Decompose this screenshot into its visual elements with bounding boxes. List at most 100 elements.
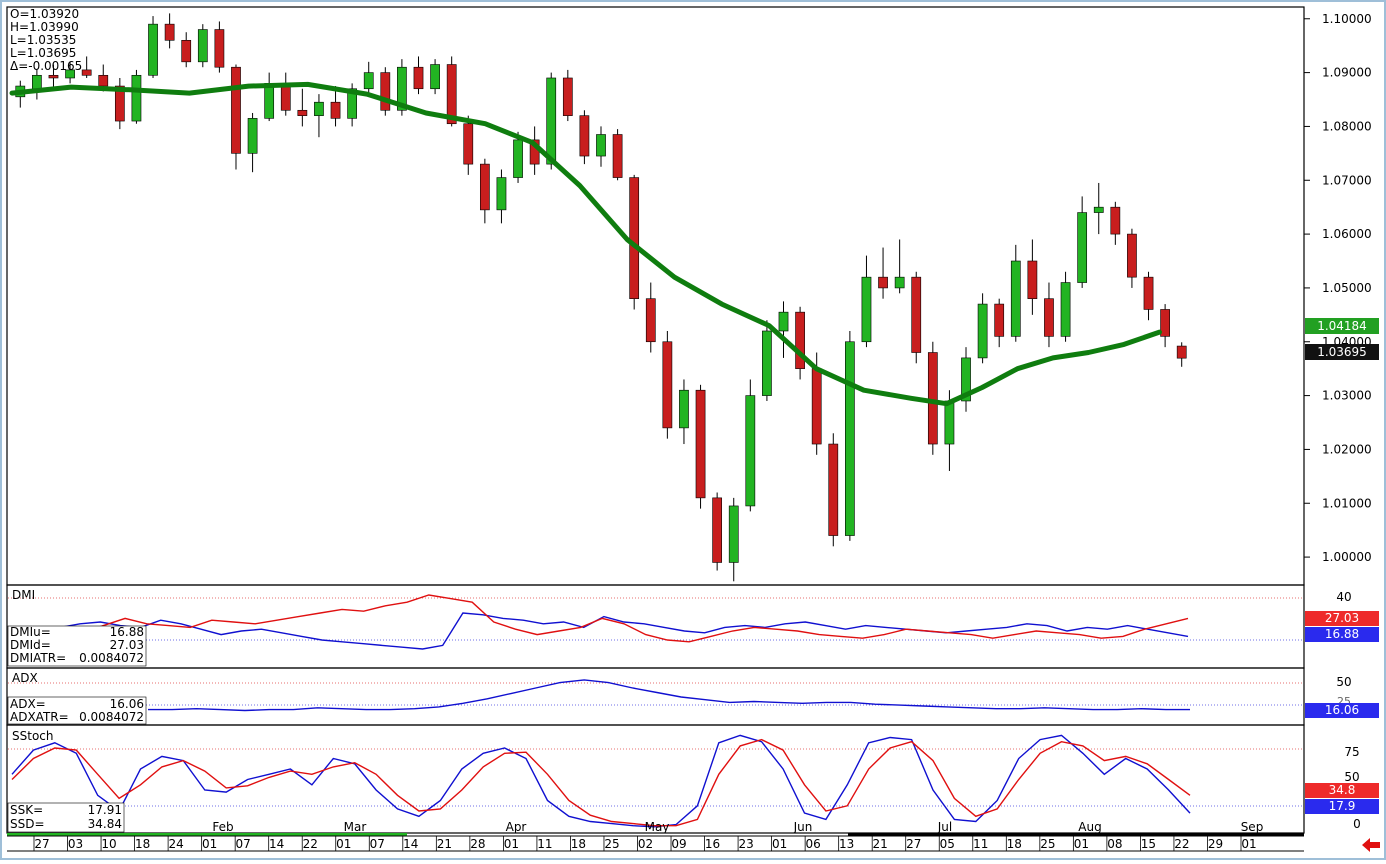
month-label: Jun bbox=[793, 820, 813, 834]
candle bbox=[546, 72, 557, 170]
scroll-left-arrow-icon[interactable] bbox=[1362, 838, 1380, 852]
candle bbox=[579, 110, 590, 165]
svg-text:16.88: 16.88 bbox=[110, 625, 144, 639]
candle-body bbox=[98, 74, 109, 87]
candle bbox=[496, 169, 507, 224]
ssk-badge-bg bbox=[1305, 783, 1379, 798]
candle bbox=[1160, 304, 1170, 348]
dmi-readout: DMIu= 16.88 DMId= 27.03 DMIATR= 0.008407… bbox=[10, 625, 144, 665]
candle bbox=[1044, 282, 1054, 348]
day-label: 23 bbox=[738, 837, 753, 851]
candle-body bbox=[878, 276, 888, 289]
dmi-plus-badge-bg bbox=[1305, 611, 1379, 626]
candle-body bbox=[330, 101, 341, 119]
svg-text:ADXATR=: ADXATR= bbox=[10, 710, 69, 724]
svg-text:SSK=: SSK= bbox=[10, 803, 43, 817]
dmi-lines bbox=[59, 594, 1189, 650]
candle-body bbox=[314, 101, 324, 116]
candle-body bbox=[297, 109, 308, 116]
candle-body bbox=[413, 66, 424, 90]
last-price-badge: 1.03695 bbox=[1317, 345, 1367, 359]
candle-body bbox=[944, 400, 955, 445]
adx-scale-50: 50 bbox=[1336, 675, 1351, 689]
candle-body bbox=[164, 23, 175, 41]
month-label: Sep bbox=[1241, 820, 1264, 834]
price-tick-label: 1.09000 bbox=[1322, 66, 1372, 80]
candle-body bbox=[1127, 233, 1137, 278]
candles bbox=[15, 13, 1187, 582]
candle-body bbox=[977, 303, 988, 359]
candle bbox=[927, 341, 938, 455]
day-label: 14 bbox=[269, 837, 284, 851]
candle-body bbox=[1143, 276, 1154, 310]
dmi-minus-badge: 16.88 bbox=[1325, 627, 1359, 641]
series-line-0 bbox=[11, 734, 1191, 828]
candle-body bbox=[397, 66, 407, 111]
candle-body bbox=[629, 177, 640, 299]
candle-body bbox=[596, 134, 606, 157]
candle-body bbox=[762, 330, 772, 396]
candle-body bbox=[994, 303, 1005, 337]
dmi-scale-label: 40 bbox=[1336, 590, 1351, 604]
candle-body bbox=[347, 88, 357, 119]
series-line-0 bbox=[148, 679, 1190, 712]
month-label: Aug bbox=[1078, 820, 1101, 834]
ssd-badge: 17.9 bbox=[1329, 799, 1356, 813]
candle bbox=[48, 64, 59, 89]
candle bbox=[1127, 228, 1137, 288]
svg-text:DMId=: DMId= bbox=[10, 638, 51, 652]
candle-body bbox=[65, 69, 75, 79]
day-label: 13 bbox=[839, 837, 854, 851]
ohlc-high: H=1.03990 bbox=[10, 20, 79, 34]
day-label: 29 bbox=[1208, 837, 1223, 851]
candle-body bbox=[81, 69, 92, 76]
day-label: 02 bbox=[638, 837, 653, 851]
month-label: Feb bbox=[212, 820, 233, 834]
price-tick-label: 1.05000 bbox=[1322, 281, 1372, 295]
day-label: 01 bbox=[336, 837, 351, 851]
month-label: May bbox=[645, 820, 670, 834]
candle-body bbox=[961, 357, 971, 402]
ohlc-low: L=1.03535 bbox=[10, 33, 76, 47]
candle bbox=[231, 64, 241, 170]
candle-body bbox=[894, 276, 905, 289]
candle bbox=[695, 384, 706, 509]
svg-text:34.84: 34.84 bbox=[88, 817, 122, 831]
candle-body bbox=[795, 311, 805, 369]
candle-body bbox=[546, 77, 557, 165]
candle bbox=[513, 131, 523, 183]
candle-body bbox=[1110, 206, 1121, 235]
ssk-badge: 34.8 bbox=[1329, 783, 1356, 797]
candle bbox=[330, 86, 341, 127]
candle bbox=[845, 330, 855, 541]
candle-body bbox=[446, 64, 457, 125]
price-tick-label: 1.00000 bbox=[1322, 550, 1372, 564]
day-label: 16 bbox=[705, 837, 720, 851]
candle bbox=[1027, 239, 1038, 315]
candle bbox=[1093, 182, 1104, 235]
candle-body bbox=[911, 276, 922, 353]
time-scroll-green[interactable] bbox=[7, 833, 407, 836]
date-axis: Feb Mar Apr May Jun Jul Aug Sep 27 03 10 18 24 01 07 14… bbox=[33, 820, 1264, 851]
candle-body bbox=[32, 74, 42, 90]
series-line-0 bbox=[59, 612, 1189, 650]
candle-body bbox=[380, 72, 391, 111]
time-scroll-black[interactable] bbox=[848, 833, 1304, 836]
candle bbox=[596, 126, 606, 167]
day-label: 24 bbox=[168, 837, 183, 851]
candle bbox=[762, 320, 772, 401]
candle bbox=[114, 77, 125, 130]
candle bbox=[181, 32, 192, 68]
candle-body bbox=[1027, 260, 1038, 299]
candle-body bbox=[231, 66, 241, 154]
candle bbox=[795, 306, 805, 380]
day-label: 21 bbox=[437, 837, 452, 851]
day-label: 18 bbox=[135, 837, 150, 851]
candle-body bbox=[513, 139, 523, 178]
price-tick-label: 1.08000 bbox=[1322, 119, 1372, 133]
candle bbox=[297, 88, 308, 127]
candle bbox=[463, 115, 474, 175]
sstoch-scale-0: 0 bbox=[1353, 817, 1361, 831]
sstoch-scale-75: 75 bbox=[1344, 745, 1359, 759]
candle bbox=[1077, 196, 1088, 288]
